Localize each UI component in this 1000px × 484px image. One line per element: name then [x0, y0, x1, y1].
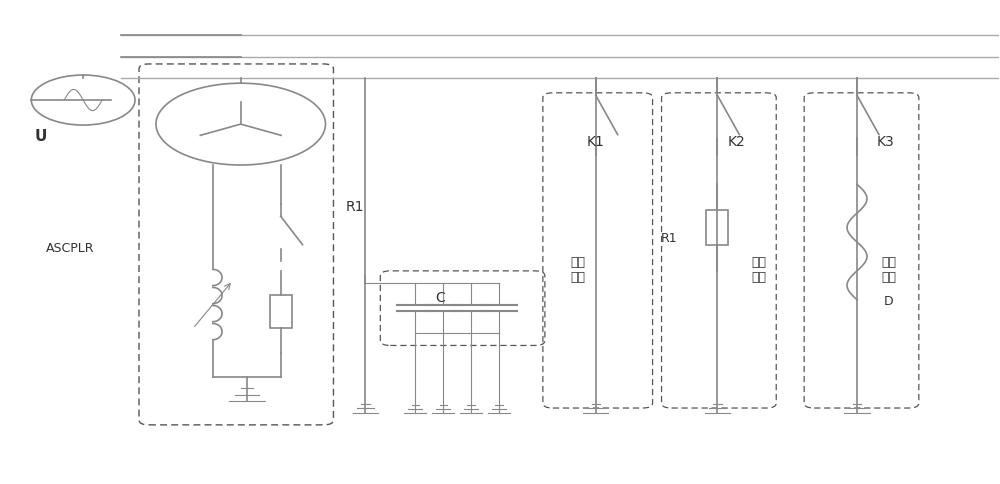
Text: C: C — [435, 291, 445, 305]
Text: D: D — [884, 295, 894, 307]
Text: K3: K3 — [877, 135, 895, 149]
Bar — [706, 210, 728, 245]
Text: K1: K1 — [587, 135, 605, 149]
Text: 电弧
接地: 电弧 接地 — [881, 257, 896, 285]
Circle shape — [156, 83, 325, 165]
Circle shape — [31, 75, 135, 125]
Text: ASCPLR: ASCPLR — [46, 242, 95, 255]
Text: U: U — [35, 129, 47, 144]
Text: 阻抗
接地: 阻抗 接地 — [752, 257, 767, 285]
Text: R1: R1 — [661, 232, 677, 245]
Text: R1: R1 — [345, 200, 364, 214]
Text: 金属
接地: 金属 接地 — [570, 257, 585, 285]
Bar — [270, 295, 292, 328]
Text: K2: K2 — [727, 135, 745, 149]
